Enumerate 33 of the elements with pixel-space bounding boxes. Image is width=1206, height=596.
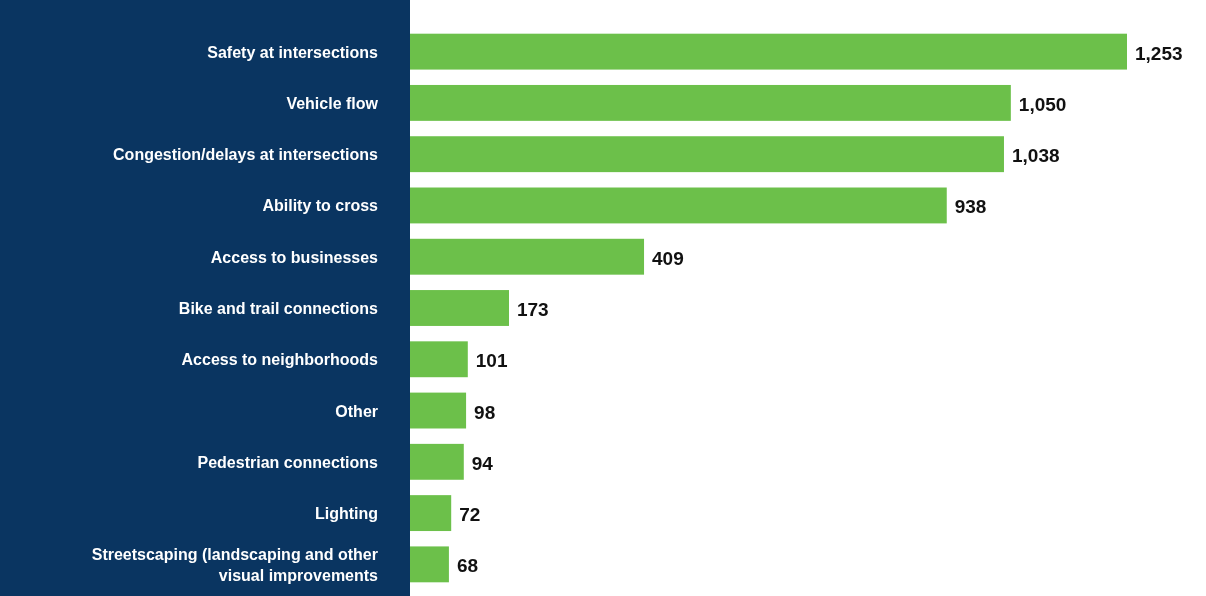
data-label: 1,253	[1135, 42, 1183, 64]
bar	[410, 341, 468, 378]
y-tick-label: Bike and trail connections	[178, 300, 379, 317]
bar	[410, 443, 464, 480]
bar	[410, 136, 1004, 173]
y-tick-label: Pedestrian connections	[197, 453, 379, 471]
data-label: 1,050	[1018, 93, 1067, 115]
bar	[410, 238, 645, 275]
data-label: 938	[954, 196, 987, 218]
bar	[410, 546, 449, 583]
data-label: 409	[652, 247, 684, 269]
y-tick-label: Ability to cross	[262, 197, 379, 215]
bar	[410, 33, 1127, 70]
data-label: 1,038	[1011, 145, 1060, 167]
y-tick-label: Access to neighborhoods	[181, 351, 379, 369]
data-label: 72	[459, 504, 481, 526]
data-label: 68	[456, 555, 479, 577]
y-tick-label: Access to businesses	[210, 248, 379, 266]
y-tick-label: Other	[335, 402, 378, 420]
data-label: 101	[475, 350, 508, 372]
bar	[410, 495, 452, 532]
bar	[410, 187, 947, 224]
y-tick-label: Congestion/delays at intersections	[113, 146, 379, 164]
data-label: 94	[471, 452, 494, 474]
y-tick-label: Streetscaping (landscaping and other visual improvements	[91, 546, 379, 585]
bar	[410, 84, 1011, 121]
data-label: 98	[474, 401, 496, 423]
y-tick-label: Safety at intersections	[207, 43, 379, 61]
bar	[410, 290, 509, 326]
data-label: 173	[517, 299, 549, 320]
bar	[410, 392, 467, 429]
y-tick-label: Lighting	[314, 505, 378, 523]
y-tick-label: Vehicle flow	[286, 94, 379, 112]
